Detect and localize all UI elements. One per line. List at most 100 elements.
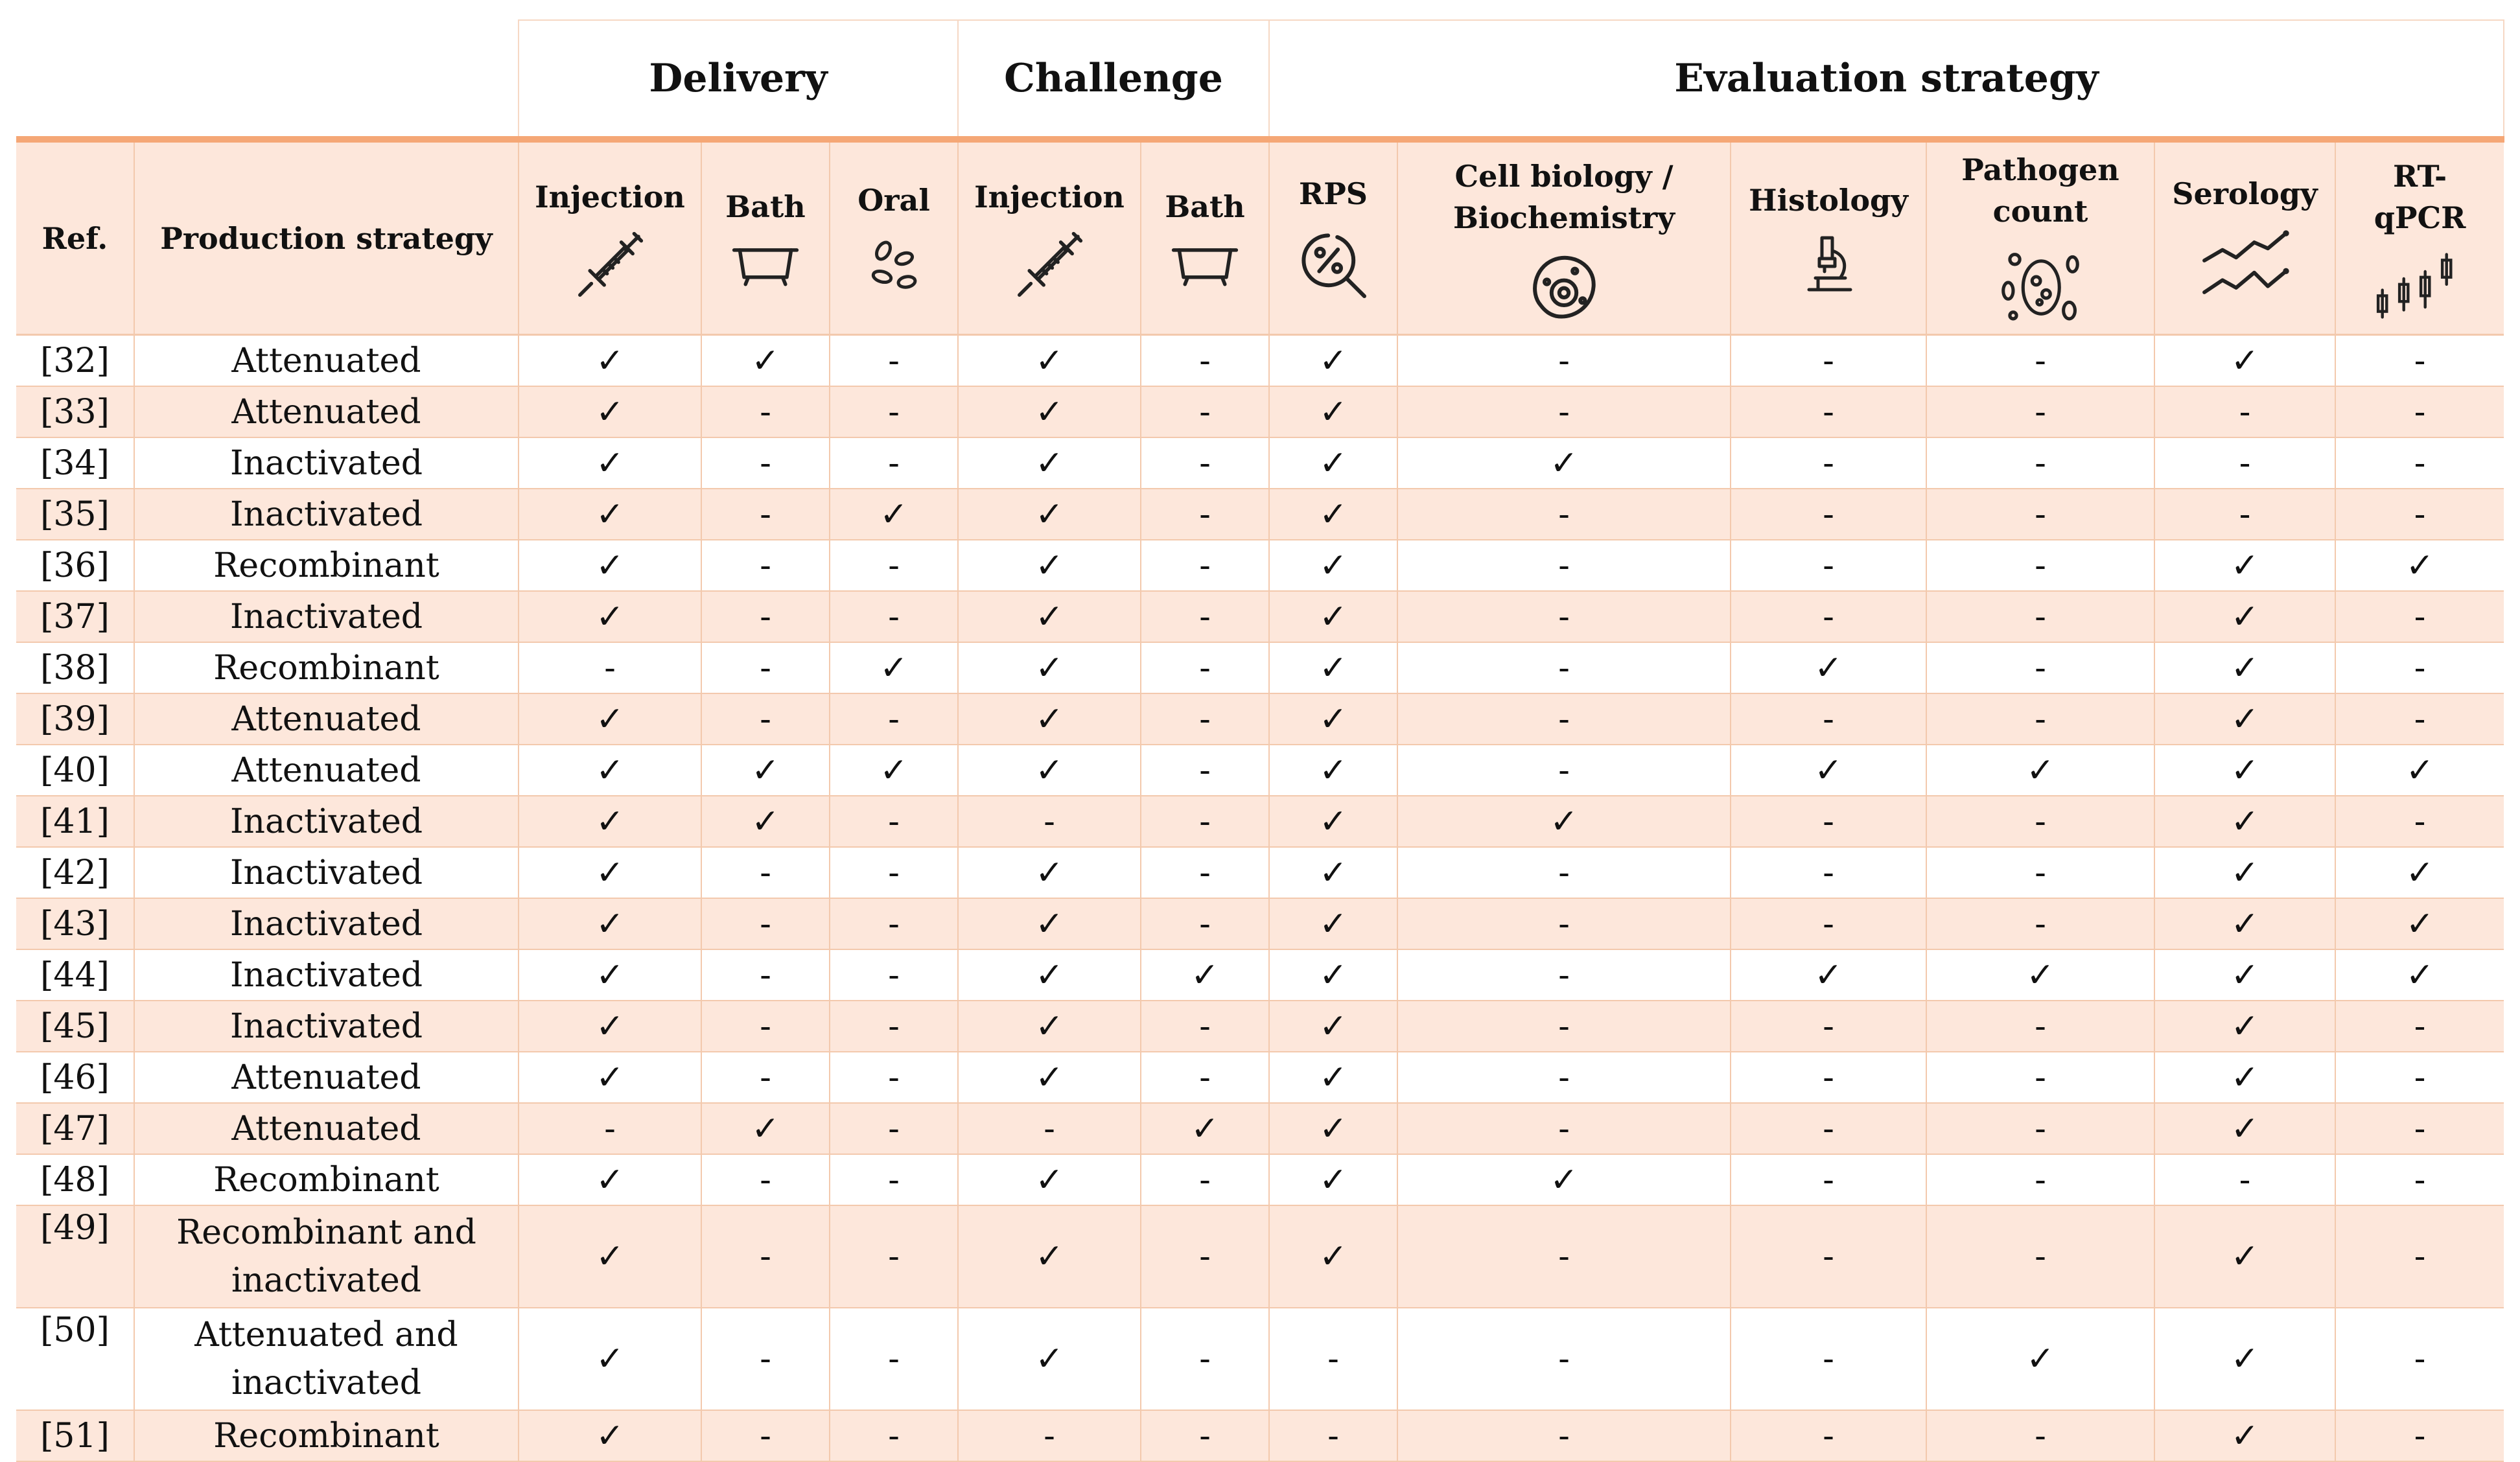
cell-serology: ✓ xyxy=(2154,693,2336,745)
mark-delivery-bath: ✓ xyxy=(751,750,780,790)
mark-rps: ✓ xyxy=(1319,1237,1348,1276)
table-row: [35] Inactivated ✓ - ✓ ✓ - ✓ - - - - - xyxy=(16,489,2504,540)
cell-delivery-injection: - xyxy=(518,1103,701,1155)
production-strategy-line: inactivated xyxy=(231,1363,422,1402)
cell-production-strategy: Attenuated xyxy=(134,1103,519,1155)
cell-cell-biology: - xyxy=(1397,898,1731,950)
cell-challenge-bath: ✓ xyxy=(1139,1103,1270,1155)
mark-delivery-bath: - xyxy=(760,648,771,688)
mark-delivery-injection: ✓ xyxy=(596,1340,624,1378)
cell-histology: - xyxy=(1730,1154,1927,1206)
cell-delivery-injection: ✓ xyxy=(518,949,701,1001)
cell-histology: - xyxy=(1730,334,1927,387)
mark-challenge-injection: ✓ xyxy=(1035,699,1064,739)
mark-cell-biology: - xyxy=(1558,1058,1570,1097)
cell-pathogen-count: - xyxy=(1926,796,2155,848)
cell-serology: - xyxy=(2154,386,2336,438)
group-header-challenge: Challenge xyxy=(957,19,1270,139)
mark-histology: ✓ xyxy=(1814,648,1843,688)
cell-rps: ✓ xyxy=(1268,642,1398,694)
table-row: [50] Attenuated and inactivated ✓ - - ✓ - - - - ✓ ✓ - xyxy=(16,1308,2504,1411)
cell-pathogen-count: - xyxy=(1926,642,2155,694)
cell-delivery-bath: - xyxy=(701,1001,830,1052)
mark-delivery-injection: ✓ xyxy=(596,1416,624,1456)
mark-delivery-injection: ✓ xyxy=(596,1237,624,1276)
cell-delivery-oral: - xyxy=(829,847,958,899)
cell-production-strategy: Inactivated xyxy=(134,898,519,950)
table-row: [39] Attenuated ✓ - - ✓ - ✓ - - - ✓ - xyxy=(16,693,2504,745)
pellets-icon xyxy=(871,240,917,289)
mark-rt-qpcr: ✓ xyxy=(2405,853,2434,892)
cell-cell-biology: ✓ xyxy=(1397,437,1731,489)
cell-pathogen-count: - xyxy=(1926,1001,2155,1052)
cell-challenge-injection: ✓ xyxy=(957,591,1141,643)
mark-challenge-injection: ✓ xyxy=(1035,546,1064,585)
cell-serology: - xyxy=(2154,489,2336,540)
mark-histology: ✓ xyxy=(1814,750,1843,790)
microscope-icon xyxy=(1807,236,1852,291)
cell-ref: [51] xyxy=(16,1410,134,1462)
mark-challenge-bath: - xyxy=(1199,802,1211,841)
cell-delivery-injection: ✓ xyxy=(518,693,701,745)
cell-serology: ✓ xyxy=(2154,1052,2336,1104)
mark-rps: ✓ xyxy=(1319,1006,1348,1046)
header-histology-label: Histology xyxy=(1749,182,1908,218)
mark-delivery-oral: - xyxy=(888,699,900,739)
cell-rps: ✓ xyxy=(1268,540,1398,592)
mark-challenge-injection: ✓ xyxy=(1035,955,1064,995)
header-pathogen-count: Pathogen count xyxy=(1926,136,2155,336)
cell-production-strategy: Attenuated xyxy=(134,1052,519,1104)
mark-rt-qpcr: - xyxy=(2414,648,2426,688)
header-cell-biology-label-line1: Cell biology / xyxy=(1454,158,1674,194)
cell-rt-qpcr: - xyxy=(2335,796,2504,848)
mark-challenge-injection: ✓ xyxy=(1035,443,1064,483)
cell-cell-biology: - xyxy=(1397,847,1731,899)
mark-challenge-injection: ✓ xyxy=(1035,597,1064,636)
mark-delivery-bath: - xyxy=(760,904,771,944)
mark-challenge-injection: ✓ xyxy=(1035,1058,1064,1097)
cell-cell-biology: ✓ xyxy=(1397,796,1731,848)
mark-pathogen-count: ✓ xyxy=(2026,955,2055,995)
cell-rps: ✓ xyxy=(1268,1205,1398,1308)
mark-cell-biology: - xyxy=(1558,392,1570,432)
cell-serology: - xyxy=(2154,437,2336,489)
mark-pathogen-count: - xyxy=(2035,1109,2046,1148)
mark-challenge-bath: - xyxy=(1199,1237,1211,1276)
cell-ref: [46] xyxy=(16,1052,134,1104)
cell-cell-biology: - xyxy=(1397,540,1731,592)
bathtub-icon xyxy=(732,248,799,286)
cell-challenge-bath: - xyxy=(1139,1205,1270,1308)
header-cell-biology: Cell biology / Biochemistry xyxy=(1397,136,1731,336)
mark-rt-qpcr: - xyxy=(2414,494,2426,534)
header-challenge-injection-label: Injection xyxy=(974,179,1125,215)
cell-delivery-bath: - xyxy=(701,591,830,643)
cell-delivery-injection: ✓ xyxy=(518,1410,701,1462)
mark-rt-qpcr: - xyxy=(2414,443,2426,483)
header-rps-label: RPS xyxy=(1298,176,1368,211)
cell-ref: [39] xyxy=(16,693,134,745)
mark-histology: - xyxy=(1823,494,1834,534)
mark-delivery-oral: - xyxy=(888,1416,900,1456)
cell-cell-biology: - xyxy=(1397,1103,1731,1155)
header-rps: RPS xyxy=(1268,136,1398,336)
mark-delivery-oral: - xyxy=(888,955,900,995)
cell-challenge-injection: ✓ xyxy=(957,489,1141,540)
group-header-delivery: Delivery xyxy=(518,19,958,139)
cell-production-strategy: Inactivated xyxy=(134,796,519,848)
mark-rps: ✓ xyxy=(1319,1160,1348,1200)
table-row: [44] Inactivated ✓ - - ✓ ✓ ✓ - ✓ ✓ ✓ ✓ xyxy=(16,949,2504,1001)
mark-delivery-injection: ✓ xyxy=(596,955,624,995)
mark-rps: ✓ xyxy=(1319,853,1348,892)
header-rt-qpcr: RT- qPCR xyxy=(2335,136,2504,336)
group-header-evaluation: Evaluation strategy xyxy=(1268,19,2505,139)
header-production-label: Production strategy xyxy=(160,220,493,256)
cell-serology: - xyxy=(2154,1154,2336,1206)
cell-challenge-bath: - xyxy=(1139,693,1270,745)
cell-delivery-oral: - xyxy=(829,540,958,592)
cell-challenge-bath: - xyxy=(1139,437,1270,489)
cell-cell-biology: - xyxy=(1397,591,1731,643)
cell-production-strategy: Attenuated xyxy=(134,386,519,438)
group-header-spacer xyxy=(16,20,519,139)
cell-rps: ✓ xyxy=(1268,745,1398,796)
mark-rps: ✓ xyxy=(1319,750,1348,790)
